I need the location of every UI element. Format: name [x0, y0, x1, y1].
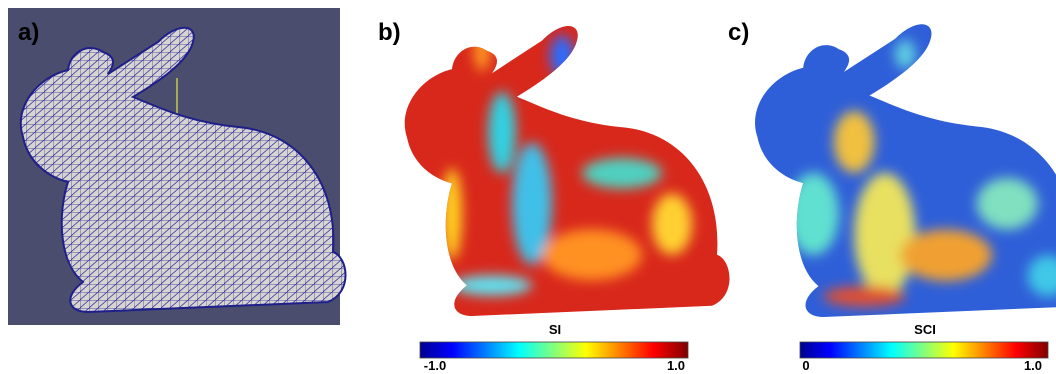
panel-b: b) SI -1.0 1.0: [378, 19, 730, 373]
panel-label: a): [18, 19, 39, 46]
colorbar-min: 0: [802, 358, 809, 373]
colorbar: [800, 342, 1048, 358]
page: a) b) SI -1.0 1.0: [0, 0, 1056, 374]
figure: a) b) SI -1.0 1.0: [0, 0, 1056, 374]
colorbar-min: -1.0: [424, 358, 446, 373]
panel-label: b): [378, 19, 401, 46]
panel-label: c): [728, 19, 749, 46]
colorbar-max: 1.0: [667, 358, 685, 373]
panel-c: c) SCI 0 1.0: [728, 19, 1056, 373]
panel-a: a): [8, 8, 346, 325]
colorbar-max: 1.0: [1024, 358, 1042, 373]
colorbar: [420, 342, 688, 358]
colorbar-title: SCI: [914, 322, 936, 337]
colorbar-title: SI: [549, 322, 561, 337]
